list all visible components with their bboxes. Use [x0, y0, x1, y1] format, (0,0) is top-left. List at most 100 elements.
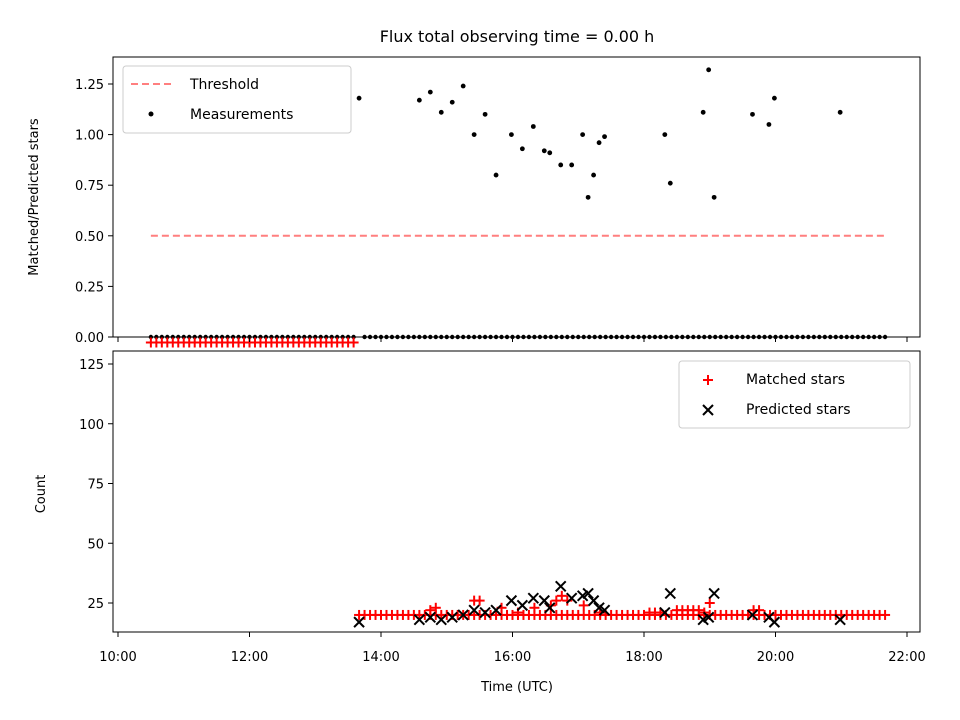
predicted-star-point — [565, 592, 578, 604]
top-axes-frame — [112, 56, 921, 338]
count-panel: Count Time (UTC) Matched stars Predicted… — [34, 337, 921, 695]
measurement-point — [662, 132, 668, 138]
bottom-ylabel: Count — [34, 475, 49, 514]
top-ytick-label: 0.00 — [75, 331, 104, 346]
threshold-legend-label: Threshold — [189, 77, 259, 93]
bottom-ytick-label: 50 — [87, 537, 104, 552]
measurement-point — [837, 109, 843, 115]
matched-star-point — [578, 600, 589, 611]
measurement-point — [766, 122, 772, 127]
predicted-star-point — [446, 611, 458, 624]
predicted-star-point — [527, 592, 540, 604]
measurement-point — [471, 132, 477, 138]
bottom-ytick-label: 125 — [79, 358, 104, 373]
top-ytick-label: 1.25 — [75, 78, 104, 93]
measurement-point — [460, 83, 466, 89]
measurement-point — [493, 172, 499, 178]
top-ytick-label: 0.75 — [75, 179, 104, 194]
matched-star-point — [474, 595, 485, 606]
predicted-star-point — [746, 609, 759, 621]
predicted-star-point — [834, 614, 846, 626]
measurement-point — [509, 132, 514, 138]
chart-title: Flux total observing time = 0.00 h — [380, 27, 655, 46]
measurements-legend-label: Measurements — [190, 107, 293, 123]
xtick-label: 18:00 — [625, 650, 662, 665]
measurement-point — [541, 148, 547, 154]
bottom-axes-frame — [112, 350, 921, 633]
matched-star-point — [348, 337, 359, 348]
measurement-point — [416, 97, 422, 103]
predicted-star-point — [505, 594, 518, 607]
measurement-point — [427, 89, 433, 95]
measurement-point — [438, 109, 444, 115]
measurement-point — [558, 162, 564, 168]
predicted-star-point — [768, 616, 781, 628]
bottom-ytick-label: 75 — [87, 478, 104, 493]
predicted-star-point — [490, 604, 502, 616]
predicted-legend-label: Predicted stars — [746, 402, 851, 418]
predicted-star-point — [598, 604, 611, 616]
predicted-star-point — [516, 599, 529, 612]
measurement-point — [602, 134, 607, 140]
predicted-star-point — [555, 580, 567, 592]
measurement-point — [580, 132, 586, 138]
matched-star-point — [425, 605, 436, 616]
measurement-point — [596, 140, 602, 146]
matched-star-point — [693, 605, 704, 616]
matched-star-point — [880, 609, 891, 620]
measurement-point — [482, 111, 488, 117]
measurement-point — [547, 150, 553, 156]
predicted-star-point — [544, 602, 556, 614]
measurement-point — [530, 124, 536, 129]
measurement-point — [750, 111, 755, 117]
predicted-star-point — [353, 616, 365, 628]
predicted-star-point — [413, 614, 426, 626]
measurement-point — [667, 180, 673, 186]
predicted-star-point — [468, 604, 480, 616]
bottom-xlabel: Time (UTC) — [480, 680, 553, 695]
measurement-point — [706, 67, 712, 73]
measurement-point — [356, 95, 362, 101]
bottom-ytick-label: 100 — [79, 418, 104, 433]
predicted-star-point — [664, 587, 677, 600]
predicted-star-point — [659, 606, 671, 619]
bottom-ytick-label: 25 — [87, 597, 104, 612]
xtick-label: 22:00 — [888, 650, 925, 665]
predicted-star-point — [424, 611, 437, 624]
matched-legend-label: Matched stars — [746, 372, 845, 388]
ratio-panel: Matched/Predicted stars Threshold Measur… — [27, 56, 921, 340]
predicted-legend-swatch — [702, 404, 714, 416]
top-ytick-label: 1.00 — [75, 129, 104, 144]
predicted-star-point — [435, 614, 447, 626]
measurement-point — [772, 95, 777, 101]
matched-star-point — [704, 598, 715, 608]
measurement-point — [700, 109, 706, 115]
predicted-star-point — [582, 587, 594, 600]
matched-star-point — [556, 590, 567, 601]
xtick-label: 20:00 — [757, 650, 794, 665]
predicted-star-point — [702, 611, 715, 624]
measurement-point — [711, 194, 717, 200]
bottom-legend: Matched stars Predicted stars — [678, 360, 911, 429]
measurement-point — [591, 172, 596, 178]
count-plot-area — [145, 337, 891, 628]
measurement-point — [449, 99, 455, 105]
measurement-point — [519, 146, 525, 152]
measurement-point — [569, 162, 575, 168]
xtick-label: 10:00 — [99, 650, 136, 665]
predicted-star-point — [479, 606, 491, 619]
top-legend: Threshold Measurements — [122, 65, 352, 134]
matched-star-point — [430, 602, 441, 613]
matched-star-point — [754, 605, 765, 616]
predicted-star-point — [457, 609, 469, 621]
xtick-label: 16:00 — [494, 650, 531, 665]
top-ytick-label: 0.25 — [75, 280, 104, 295]
xtick-label: 14:00 — [362, 650, 399, 665]
bottom-legend-box — [678, 360, 911, 429]
top-ytick-label: 0.50 — [75, 230, 104, 245]
measurement-point — [585, 194, 591, 200]
predicted-star-point — [587, 594, 600, 607]
xtick-label: 12:00 — [231, 650, 268, 665]
matched-legend-swatch — [703, 375, 713, 385]
